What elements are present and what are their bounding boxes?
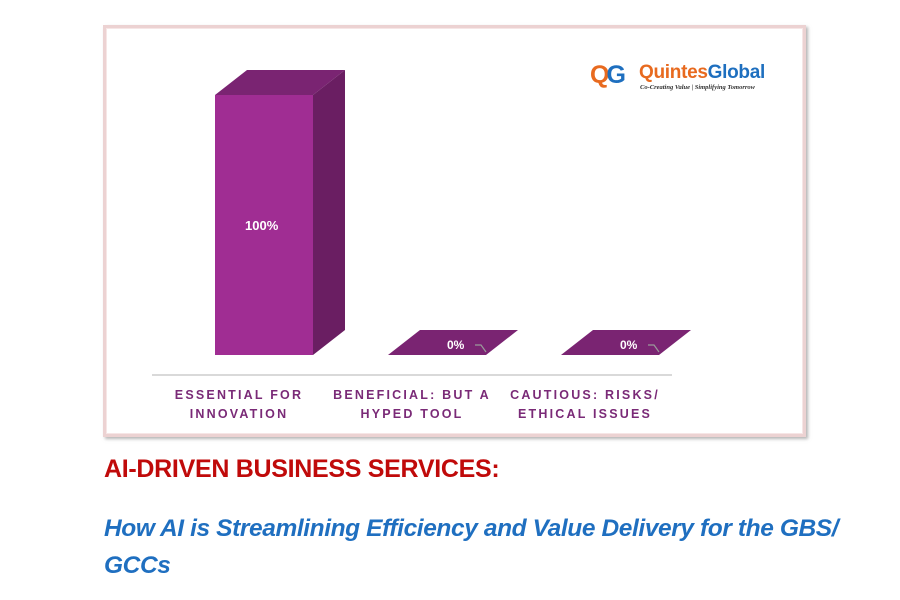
- category-label: CAUTIOUS: RISKS/ ETHICAL ISSUES: [510, 388, 660, 421]
- bar-beneficial-hyped-tool: [388, 330, 518, 355]
- bar-side-face: [313, 70, 345, 355]
- bar-front-face: [215, 95, 313, 355]
- category-label: ESSENTIAL FOR INNOVATION: [174, 388, 304, 421]
- bar-value-label: 0%: [447, 338, 465, 352]
- bar-value-label: 0%: [620, 338, 638, 352]
- bar-flat-face: [388, 330, 518, 355]
- bar-essential-for-innovation: [215, 70, 345, 355]
- leader-line: [475, 344, 487, 353]
- bar-cautious-risks: [561, 330, 691, 355]
- quintesglobal-logo: QG QuintesGlobal Co-Creating Value | Sim…: [590, 61, 790, 97]
- logo-wordmark: QuintesGlobal: [639, 62, 765, 83]
- bar-value-label: 100%: [245, 218, 279, 233]
- leader-line: [648, 344, 660, 353]
- category-label: BENEFICIAL: BUT A HYPED TOOL: [333, 388, 491, 421]
- logo-tagline: Co-Creating Value | Simplifying Tomorrow: [640, 84, 755, 91]
- bar-top-face: [215, 70, 345, 95]
- bar-flat-face: [561, 330, 691, 355]
- qg-logo-icon: QG: [590, 61, 626, 89]
- page-subheadline: How AI is Streamlining Efficiency and Va…: [104, 515, 839, 579]
- page-headline: AI-DRIVEN BUSINESS SERVICES:: [104, 455, 500, 483]
